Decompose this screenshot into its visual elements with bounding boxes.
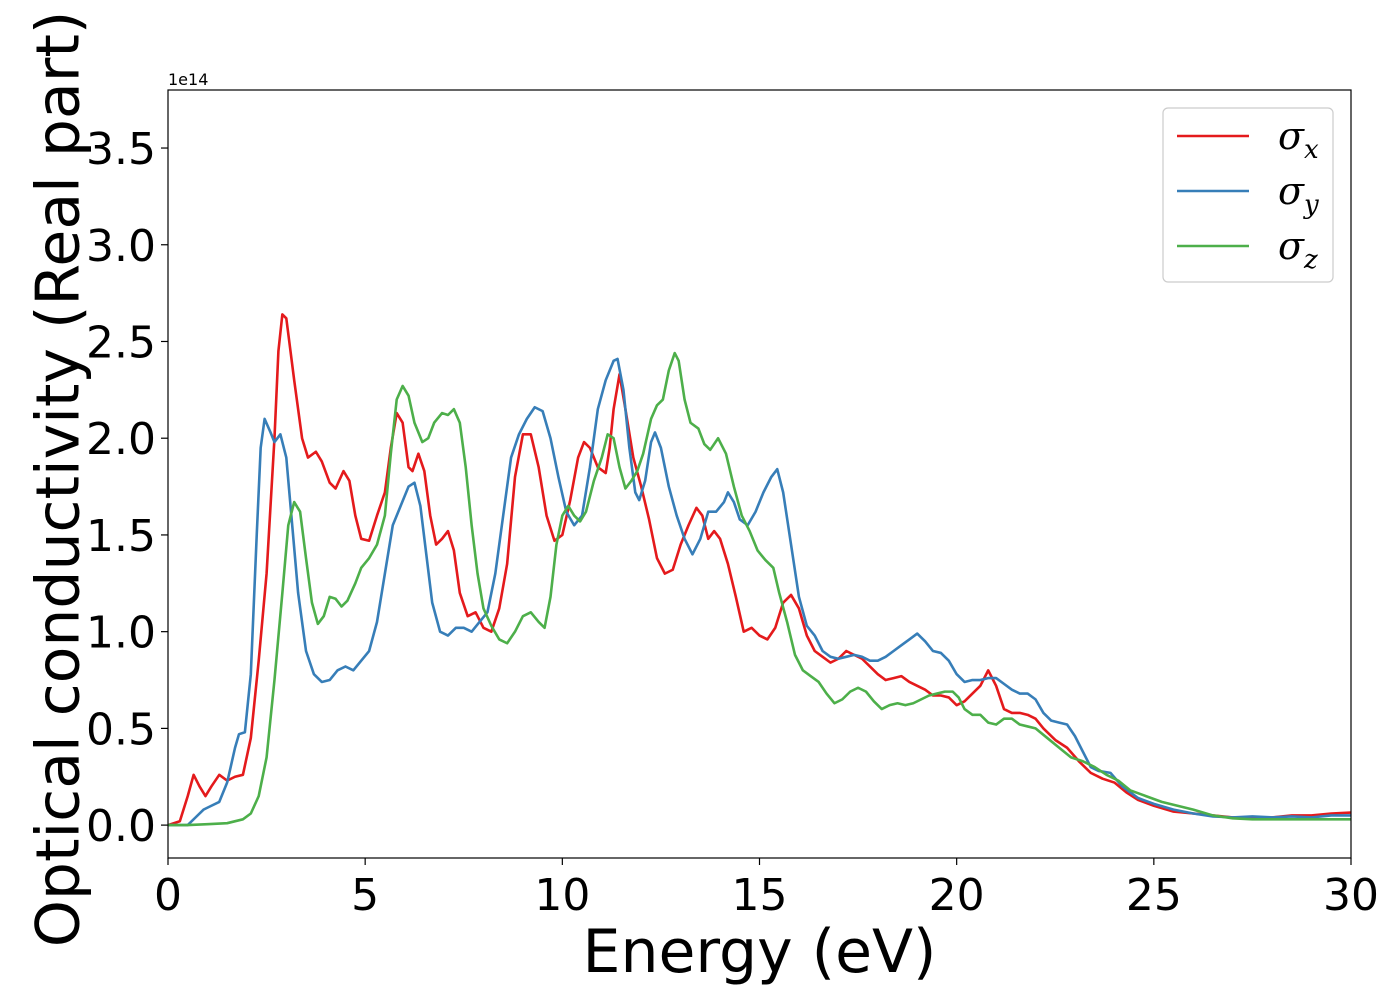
y-axis-label: Optical conductivity (Real part) — [24, 11, 94, 948]
y-tick-label: 3.0 — [86, 221, 156, 272]
x-tick-label: 20 — [929, 870, 985, 921]
y-tick-label: 1.5 — [86, 511, 156, 562]
x-tick-label: 15 — [732, 870, 788, 921]
x-tick-label: 0 — [154, 870, 182, 921]
series-line-x — [168, 313, 1351, 827]
series-line-z — [168, 351, 1351, 827]
x-tick-label: 25 — [1126, 870, 1182, 921]
x-tick-label: 10 — [534, 870, 590, 921]
y-offset-text: 1e14 — [168, 70, 208, 89]
y-tick-label: 3.5 — [86, 124, 156, 175]
y-axis: 0.0 0.5 1.0 1.5 2.0 2.5 3.0 3.5 — [86, 124, 168, 852]
y-tick-label: 2.5 — [86, 317, 156, 368]
series-line-y — [168, 357, 1351, 827]
y-tick-label: 2.0 — [86, 414, 156, 465]
series-layer — [168, 313, 1351, 827]
x-axis-label: Energy (eV) — [583, 917, 937, 987]
legend-box — [1162, 107, 1334, 283]
y-tick-label: 1.0 — [86, 608, 156, 659]
x-tick-label: 30 — [1323, 870, 1379, 921]
x-tick-label: 5 — [351, 870, 379, 921]
y-tick-label: 0.0 — [86, 801, 156, 852]
x-axis: 0 5 10 15 20 25 30 — [154, 858, 1379, 921]
y-tick-label: 0.5 — [86, 704, 156, 755]
